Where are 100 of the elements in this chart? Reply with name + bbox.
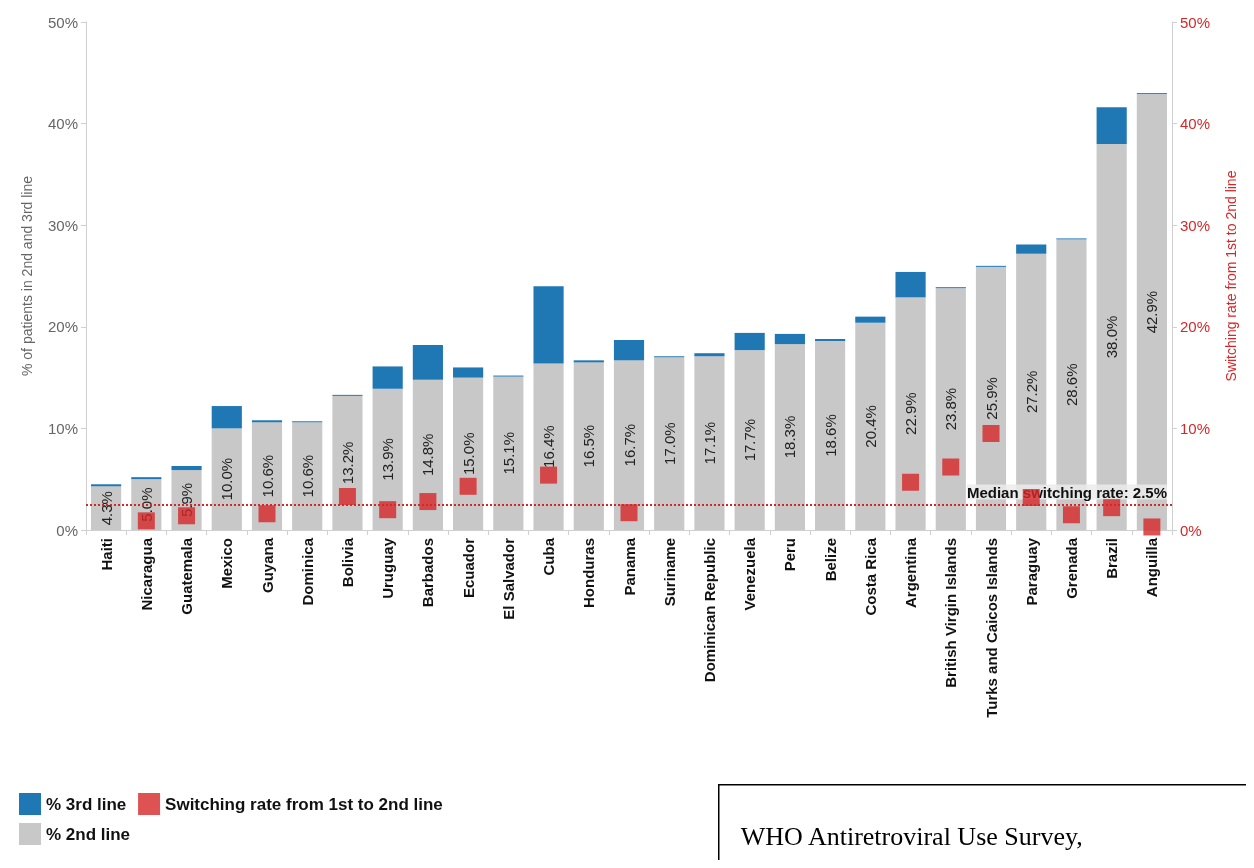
y-tick-label: 20% [47, 318, 78, 336]
point [982, 424, 1000, 442]
y2-tick-label: 30% [1180, 216, 1211, 234]
point [1103, 499, 1121, 517]
bar [131, 477, 162, 480]
x-tick-label: Barbados [419, 538, 437, 608]
data-label: 14.8% [419, 433, 437, 477]
legend-label: % 2nd line [46, 824, 131, 844]
x-tick-label: Peru [781, 538, 799, 572]
point [419, 493, 437, 511]
point [902, 473, 920, 491]
data-label: 18.3% [781, 415, 799, 459]
legend-label: Switching rate from 1st to 2nd line [165, 794, 443, 814]
point [459, 477, 477, 495]
bar [251, 420, 283, 423]
data-label: 25.9% [982, 377, 1000, 420]
x-tick-label: Brazil [1103, 538, 1121, 579]
x-tick-label: Belize [821, 538, 839, 582]
x-tick-label: Bolivia [338, 537, 356, 588]
x-tick-label: Uruguay [379, 537, 397, 599]
data-label: 27.2% [1022, 370, 1040, 414]
point [620, 504, 638, 522]
bar [211, 406, 242, 429]
x-tick-label: Turks and Caicos Islands [982, 538, 1000, 718]
bar [91, 484, 122, 487]
x-tick-label: Anguilla [1143, 537, 1161, 598]
point [540, 466, 558, 484]
data-label: 16.4% [540, 425, 558, 468]
data-label: 10.6% [298, 454, 316, 498]
y-axis-title: % of patients in 2nd and 3rd line [19, 175, 35, 377]
bar [1096, 107, 1127, 144]
y2-tick-label: 40% [1180, 115, 1211, 133]
bar [694, 353, 725, 357]
x-tick-label: El Salvador [499, 537, 517, 620]
data-label: 15.0% [459, 432, 477, 476]
y2-tick-label: 50% [1180, 13, 1211, 31]
x-tick-label: British Virgin Islands [942, 538, 960, 688]
x-tick-label: Cuba [540, 537, 558, 576]
point [1143, 518, 1161, 536]
x-tick-label: Ecuador [459, 537, 477, 599]
y-tick-label: 50% [47, 13, 78, 31]
point [258, 505, 276, 523]
data-label: 5.9% [178, 482, 196, 518]
x-tick-label: Dominican Republic [700, 538, 718, 683]
data-label: 42.9% [1143, 290, 1161, 334]
data-label: 4.3% [97, 491, 115, 526]
data-label: 16.7% [620, 423, 638, 467]
bar [895, 271, 926, 298]
data-label: 28.6% [1062, 363, 1080, 406]
bar [372, 366, 403, 389]
y2-tick-label: 20% [1180, 318, 1211, 336]
legend-label: % 3rd line [46, 794, 127, 814]
data-label: 17.1% [700, 421, 718, 465]
y-tick-label: 30% [47, 216, 78, 234]
x-tick-label: Honduras [580, 538, 598, 609]
bar [171, 465, 202, 471]
y-tick-label: 0% [56, 521, 78, 539]
y-tick-label: 40% [47, 115, 78, 133]
y2-tick-label: 10% [1180, 419, 1211, 437]
x-tick-label: Haiti [97, 538, 115, 571]
x-tick-label: Guyana [258, 537, 276, 594]
text: WHO Antiretroviral Use Survey, [740, 822, 1083, 852]
data-label: 13.9% [379, 438, 397, 481]
x-tick-label: Guatemala [178, 537, 196, 615]
bar [573, 360, 604, 363]
data-label: 16.5% [580, 424, 598, 468]
x-tick-label: Costa Rica [861, 537, 879, 616]
bar [734, 332, 765, 351]
data-label: 10.6% [258, 454, 276, 498]
x-tick-label: Argentina [902, 537, 920, 609]
data-label: 18.6% [821, 414, 839, 457]
x-tick-label: Paraguay [1022, 537, 1040, 606]
bar [613, 340, 645, 361]
data-label: 10.0% [218, 457, 236, 501]
point [379, 501, 397, 519]
point [1062, 506, 1080, 524]
data-label: 13.2% [338, 441, 356, 485]
bar [412, 345, 443, 380]
y-tick-label: 10% [47, 419, 78, 437]
data-label: 15.1% [499, 432, 517, 475]
data-label: 38.0% [1103, 315, 1121, 359]
y2-tick-label: 0% [1180, 521, 1202, 539]
data-label: 20.4% [861, 405, 879, 448]
bar [533, 286, 564, 364]
point [942, 458, 960, 476]
data-label: 17.0% [660, 422, 678, 465]
data-label: 17.7% [741, 418, 759, 462]
x-tick-label: Suriname [660, 538, 678, 607]
data-label: 23.8% [942, 387, 960, 431]
x-tick-label: Mexico [218, 538, 236, 589]
bar [774, 333, 805, 345]
bar [855, 316, 886, 323]
x-tick-label: Venezuela [741, 537, 759, 611]
x-tick-label: Dominica [298, 537, 316, 606]
point [338, 487, 356, 505]
x-tick-label: Nicaragua [137, 537, 155, 611]
y2-axis-title: Switching rate from 1st to 2nd line [1223, 170, 1239, 382]
bar [815, 338, 846, 342]
bar [1016, 244, 1047, 254]
data-label: 22.9% [902, 392, 920, 435]
